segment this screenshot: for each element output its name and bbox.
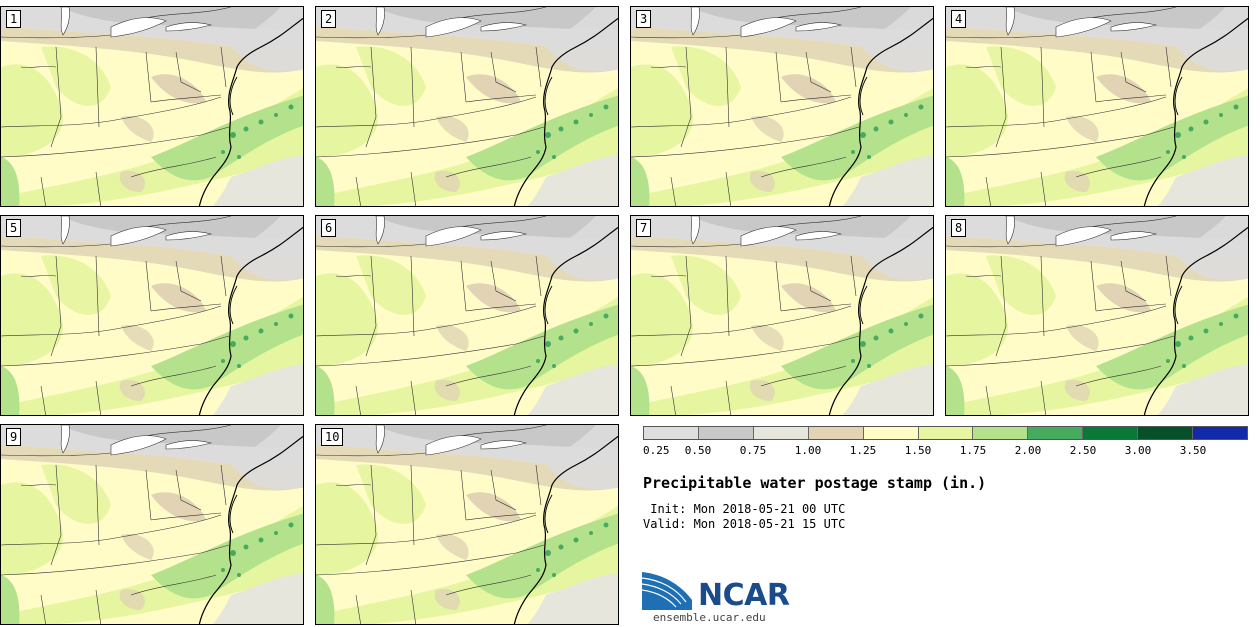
member-map xyxy=(1,216,303,415)
colorbar-ticks: 0.25 0.50 0.75 1.00 1.25 1.50 1.75 2.00 2.50 3.00… xyxy=(643,444,1248,460)
colorbar-swatch xyxy=(1193,427,1247,439)
init-time: Init: Mon 2018-05-21 00 UTC xyxy=(643,502,846,516)
stamp-panel: 1 xyxy=(0,6,304,207)
stamp-panel: 4 xyxy=(945,6,1249,207)
colorbar-tick-label: 0.75 xyxy=(739,444,767,457)
member-map xyxy=(316,216,618,415)
stamp-panel: 8 xyxy=(945,215,1249,416)
member-label: 8 xyxy=(951,219,967,237)
colorbar-swatch xyxy=(753,427,809,439)
colorbar-tick-label: 3.00 xyxy=(1124,444,1152,457)
stamp-panel: 10 xyxy=(315,424,619,625)
member-label: 2 xyxy=(321,10,337,28)
ncar-logo-icon xyxy=(642,572,692,610)
colorbar-tick-label: 0.50 xyxy=(684,444,712,457)
stamp-panel: 7 xyxy=(630,215,934,416)
stamp-panel: 2 xyxy=(315,6,619,207)
member-label: 5 xyxy=(6,219,22,237)
member-map xyxy=(946,216,1248,415)
colorbar-swatch xyxy=(918,427,974,439)
logo-wordmark: NCAR xyxy=(698,578,790,613)
website-link[interactable]: ensemble.ucar.edu xyxy=(653,611,766,624)
colorbar-tick-label: 2.00 xyxy=(1014,444,1042,457)
colorbar xyxy=(643,426,1248,440)
member-label: 9 xyxy=(6,428,22,446)
colorbar-tick-label: 1.00 xyxy=(794,444,822,457)
member-label: 3 xyxy=(636,10,652,28)
member-label: 6 xyxy=(321,219,337,237)
colorbar-swatch xyxy=(698,427,754,439)
colorbar-swatch xyxy=(973,427,1029,439)
member-label: 1 xyxy=(6,10,22,28)
colorbar-swatch xyxy=(1083,427,1139,439)
valid-time: Valid: Mon 2018-05-21 15 UTC xyxy=(643,517,846,531)
member-map xyxy=(631,216,933,415)
member-map xyxy=(316,425,618,624)
colorbar-swatch xyxy=(863,427,919,439)
colorbar-tick-label: 3.50 xyxy=(1179,444,1207,457)
member-map xyxy=(631,7,933,206)
chart-title: Precipitable water postage stamp (in.) xyxy=(643,474,987,492)
member-map xyxy=(1,7,303,206)
member-label: 4 xyxy=(951,10,967,28)
colorbar-swatch xyxy=(644,427,699,439)
member-label: 10 xyxy=(321,428,344,446)
member-map xyxy=(946,7,1248,206)
member-label: 7 xyxy=(636,219,652,237)
member-map xyxy=(1,425,303,624)
member-map xyxy=(316,7,618,206)
colorbar-tick-label: 0.25 xyxy=(643,444,670,457)
colorbar-tick-label: 2.50 xyxy=(1069,444,1097,457)
colorbar-tick-label: 1.50 xyxy=(904,444,932,457)
stamp-panel: 3 xyxy=(630,6,934,207)
stamp-panel: 5 xyxy=(0,215,304,416)
colorbar-swatch xyxy=(1028,427,1084,439)
colorbar-tick-label: 1.75 xyxy=(959,444,987,457)
stamp-panel: 6 xyxy=(315,215,619,416)
colorbar-swatch xyxy=(808,427,864,439)
colorbar-swatch xyxy=(1138,427,1194,439)
stamp-panel: 9 xyxy=(0,424,304,625)
colorbar-tick-label: 1.25 xyxy=(849,444,877,457)
